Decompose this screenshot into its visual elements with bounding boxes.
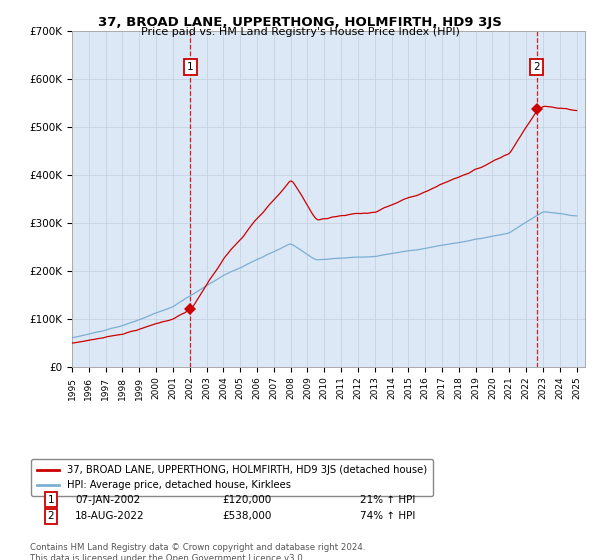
Legend: 37, BROAD LANE, UPPERTHONG, HOLMFIRTH, HD9 3JS (detached house), HPI: Average pr: 37, BROAD LANE, UPPERTHONG, HOLMFIRTH, H… (31, 459, 433, 496)
Text: 74% ↑ HPI: 74% ↑ HPI (360, 511, 415, 521)
Text: 18-AUG-2022: 18-AUG-2022 (75, 511, 145, 521)
Text: Price paid vs. HM Land Registry's House Price Index (HPI): Price paid vs. HM Land Registry's House … (140, 27, 460, 38)
Text: 37, BROAD LANE, UPPERTHONG, HOLMFIRTH, HD9 3JS: 37, BROAD LANE, UPPERTHONG, HOLMFIRTH, H… (98, 16, 502, 29)
Text: Contains HM Land Registry data © Crown copyright and database right 2024.
This d: Contains HM Land Registry data © Crown c… (30, 543, 365, 560)
Text: 1: 1 (187, 62, 194, 72)
Text: 2: 2 (47, 511, 55, 521)
Text: 2: 2 (533, 62, 540, 72)
Text: £120,000: £120,000 (222, 494, 271, 505)
Text: 21% ↑ HPI: 21% ↑ HPI (360, 494, 415, 505)
Text: 07-JAN-2002: 07-JAN-2002 (75, 494, 140, 505)
Text: £538,000: £538,000 (222, 511, 271, 521)
Text: 1: 1 (47, 494, 55, 505)
